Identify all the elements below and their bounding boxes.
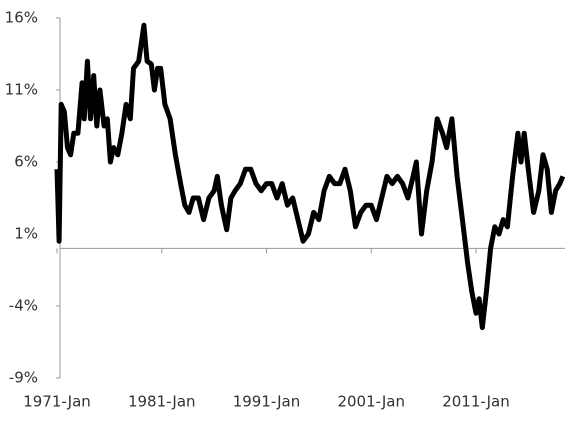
x-tick-label: 1991-Jan — [233, 393, 301, 411]
data-line — [54, 22, 566, 331]
y-tick-label: 6% — [14, 153, 38, 171]
y-tick-label: 16% — [5, 9, 38, 27]
x-tick-label: 2011-Jan — [442, 393, 510, 411]
y-tick-label: 1% — [14, 225, 38, 243]
x-tick-label: 2001-Jan — [337, 393, 405, 411]
y-tick-label: -4% — [9, 297, 38, 315]
y-tick-label: -9% — [9, 369, 38, 387]
y-tick-label: 11% — [5, 81, 38, 99]
x-tick-label: 1981-Jan — [128, 393, 196, 411]
x-tick-label: 1971-Jan — [23, 393, 91, 411]
